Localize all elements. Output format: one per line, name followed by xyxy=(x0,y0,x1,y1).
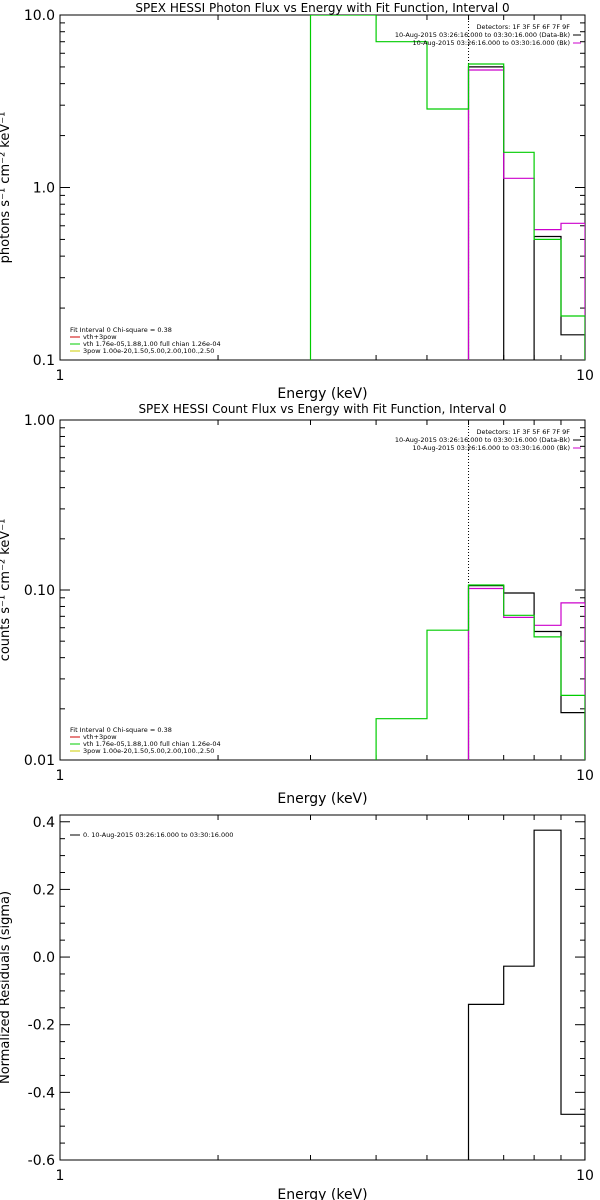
series-1-line xyxy=(467,829,585,1160)
legend-left-entry: Fit Interval 0 Chi-square = 0.38 xyxy=(70,726,172,734)
legend-left-entry: 3pow 1.00e-20,1.50,5.00,2.00,100.,2.50 xyxy=(83,747,214,755)
x-axis-label: Energy (keV) xyxy=(277,1187,367,1200)
x-tick-label: 1 xyxy=(56,368,65,384)
series-2-line xyxy=(467,587,585,760)
y-tick-label: 10.0 xyxy=(24,8,55,24)
y-tick-label: 0.4 xyxy=(33,815,55,831)
y-tick-label: 1.00 xyxy=(24,413,55,429)
legend-left-entry: vth+3pow xyxy=(83,733,117,741)
chart-title: SPEX HESSI Photon Flux vs Energy with Fi… xyxy=(135,1,509,15)
plot-area xyxy=(309,15,585,360)
y-tick-label: 0.2 xyxy=(33,882,55,898)
plot-area xyxy=(375,420,585,760)
plot-frame xyxy=(59,814,586,1161)
x-tick-label: 10 xyxy=(576,368,594,384)
x-axis-label: Energy (keV) xyxy=(277,791,367,807)
y-tick-label: -0.4 xyxy=(28,1085,55,1101)
legend-left-entry: vth 1.76e-05,1.88,1.00 full chian 1.26e-… xyxy=(83,740,221,748)
legend-left-entry: 3pow 1.00e-20,1.50,5.00,2.00,100.,2.50 xyxy=(83,347,214,355)
y-tick-label: 0.0 xyxy=(33,950,55,966)
legend-right-entry: 10-Aug-2015 03:26:16.000 to 03:30:16.000… xyxy=(395,31,570,39)
series-3-line xyxy=(309,15,585,360)
y-tick-label: 0.10 xyxy=(24,583,55,599)
x-tick-label: 10 xyxy=(576,1168,594,1184)
chart-1: SPEX HESSI Photon Flux vs Energy with Fi… xyxy=(0,1,594,402)
x-tick-label: 1 xyxy=(56,768,65,784)
legend-right-entry: Detectors: 1F 3F 5F 6F 7F 9F xyxy=(476,23,570,31)
y-axis-label: photons s⁻¹ cm⁻² keV⁻¹ xyxy=(0,112,13,264)
x-axis-label: Energy (keV) xyxy=(277,386,367,402)
legend-left-entry: Fit Interval 0 Chi-square = 0.38 xyxy=(70,326,172,334)
chart-2: SPEX HESSI Count Flux vs Energy with Fit… xyxy=(0,402,594,807)
legend-left-entry: 0. 10-Aug-2015 03:26:16.000 to 03:30:16.… xyxy=(83,831,233,839)
plot-area xyxy=(467,829,585,1160)
x-tick-label: 1 xyxy=(56,1168,65,1184)
legend-right-entry: 10-Aug-2015 03:26:16.000 to 03:30:16.000… xyxy=(413,444,570,452)
y-tick-label: -0.2 xyxy=(28,1018,55,1034)
y-axis-label: counts s⁻¹ cm⁻² keV⁻¹ xyxy=(0,519,13,662)
y-tick-label: -0.6 xyxy=(28,1153,55,1169)
legend-right-entry: 10-Aug-2015 03:26:16.000 to 03:30:16.000… xyxy=(413,39,570,47)
x-tick-label: 10 xyxy=(576,768,594,784)
legend-right-entry: Detectors: 1F 3F 5F 6F 7F 9F xyxy=(476,428,570,436)
y-axis-label: Normalized Residuals (sigma) xyxy=(0,891,13,1084)
y-tick-label: 0.01 xyxy=(24,753,55,769)
legend-left-entry: vth 1.76e-05,1.88,1.00 full chian 1.26e-… xyxy=(83,340,221,348)
y-tick-label: 1.0 xyxy=(33,181,55,197)
legend-right-entry: 10-Aug-2015 03:26:16.000 to 03:30:16.000… xyxy=(395,436,570,444)
series-3-line xyxy=(375,584,585,760)
series-1-line xyxy=(467,585,585,760)
y-tick-label: 0.1 xyxy=(33,353,55,369)
legend-left-entry: vth+3pow xyxy=(83,333,117,341)
plot-frame xyxy=(59,419,586,761)
chart-title: SPEX HESSI Count Flux vs Energy with Fit… xyxy=(138,402,506,416)
plot-frame xyxy=(59,14,586,361)
chart-3: 1 10 0.4 0.2 0.0 -0.2 -0.4 -0.6 Energy (keV) Norm… xyxy=(0,814,594,1200)
